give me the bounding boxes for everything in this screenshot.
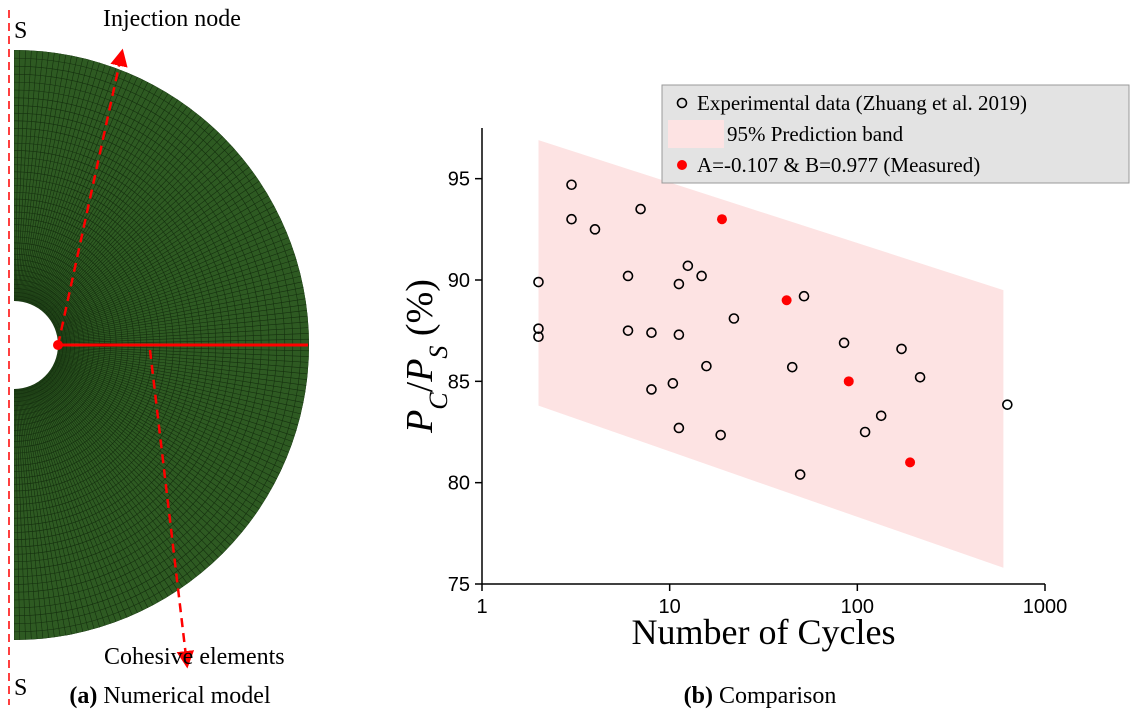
symmetry-label: S <box>14 18 27 44</box>
y-tick-label: 75 <box>448 574 470 596</box>
legend-label: 95% Prediction band <box>727 122 904 146</box>
prediction-band <box>538 140 1003 568</box>
y-tick-label: 90 <box>448 270 470 292</box>
y-axis-title-part: P <box>399 410 441 434</box>
data-point <box>844 376 854 386</box>
y-axis-title: PC/PS (%) <box>399 279 453 434</box>
data-point <box>717 214 727 224</box>
legend-marker <box>677 160 687 170</box>
y-axis-title-part: S <box>424 346 453 359</box>
caption-text: Comparison <box>719 683 836 709</box>
x-tick-label: 1 <box>476 596 487 618</box>
numerical-model: S S Injection node Cohesive elements (a)… <box>0 6 309 709</box>
symmetry-label: S <box>14 675 27 701</box>
x-tick-label: 1000 <box>1023 596 1068 618</box>
caption-label: (a) <box>69 683 97 709</box>
y-tick-label: 85 <box>448 371 470 393</box>
data-point <box>905 457 915 467</box>
caption: (a) Numerical model <box>69 683 271 709</box>
legend-label: A=-0.107 & B=0.977 (Measured) <box>697 153 980 177</box>
legend-label: Experimental data (Zhuang et al. 2019) <box>697 91 1027 115</box>
y-tick-label: 80 <box>448 473 470 495</box>
cohesive-label: Cohesive elements <box>104 644 285 670</box>
y-tick-label: 95 <box>448 169 470 191</box>
y-axis-title-part: (%) <box>399 279 441 345</box>
caption: (b) Comparison <box>684 683 837 709</box>
y-axis-title-part: P <box>399 359 441 383</box>
legend: Experimental data (Zhuang et al. 2019) 95… <box>662 85 1129 183</box>
data-point <box>782 295 792 305</box>
x-axis-title: Number of Cycles <box>632 612 896 652</box>
chart: 11010010007580859095Number of CyclesPC/P… <box>399 85 1129 652</box>
y-axis-title-part: / <box>399 381 441 392</box>
caption-label: (b) <box>684 683 713 709</box>
caption-text: Numerical model <box>103 683 271 709</box>
data-point <box>1003 400 1012 409</box>
y-axis-title-part: C <box>424 392 453 410</box>
injection-label: Injection node <box>103 6 241 32</box>
figure: S S Injection node Cohesive elements (a)… <box>0 0 1137 715</box>
legend-swatch <box>668 120 724 148</box>
